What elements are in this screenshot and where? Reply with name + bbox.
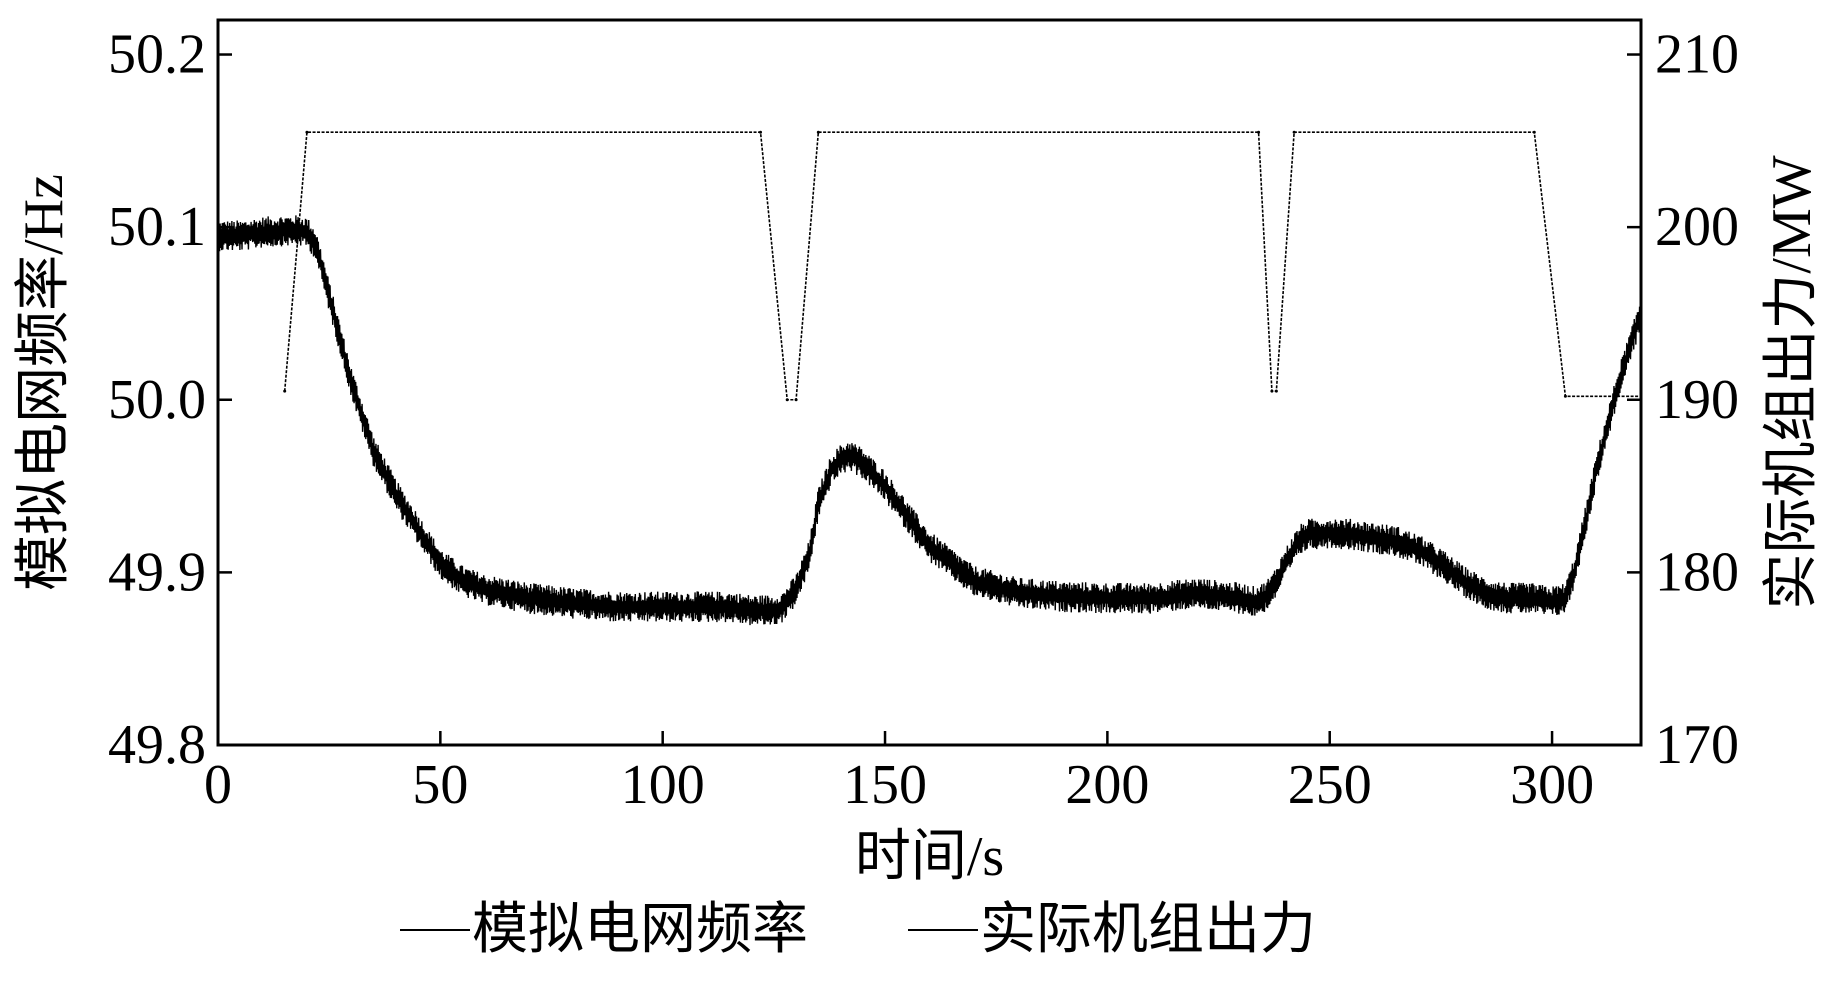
ticks-layer: 0 50 100 150 200 250 300 49.8 49.9 50.0 50.1 50.2 17… xyxy=(108,24,1739,816)
output-point xyxy=(1292,130,1296,134)
output-point xyxy=(794,398,798,402)
output-point xyxy=(283,389,287,393)
output-point xyxy=(1532,130,1536,134)
y-left-tick-label: 49.9 xyxy=(108,541,206,603)
x-tick-label: 100 xyxy=(621,754,705,816)
x-tick-label: 250 xyxy=(1288,754,1372,816)
x-tick-label: 0 xyxy=(204,754,232,816)
y-right-tick-label: 170 xyxy=(1655,714,1739,776)
x-tick-label: 200 xyxy=(1065,754,1149,816)
y-left-tick-label: 49.8 xyxy=(108,714,206,776)
series-output-line xyxy=(283,131,1641,401)
y-left-tick-label: 50.1 xyxy=(108,196,206,258)
output-point xyxy=(305,130,309,134)
y-right-tick-label: 190 xyxy=(1655,369,1739,431)
output-point xyxy=(759,130,763,134)
legend-label-frequency: 模拟电网频率 xyxy=(472,899,808,961)
legend-label-output: 实际机组出力 xyxy=(980,899,1316,961)
x-tick-label: 300 xyxy=(1510,754,1594,816)
y-right-tick-label: 200 xyxy=(1655,196,1739,258)
y-right-tick-label: 180 xyxy=(1655,541,1739,603)
output-point xyxy=(1274,389,1278,393)
y-right-axis-title: 实际机组出力/MW xyxy=(1761,155,1823,609)
legend: 模拟电网频率 实际机组出力 xyxy=(400,899,1316,961)
y-right-tick-label: 210 xyxy=(1655,24,1739,86)
plot-area-frame xyxy=(216,18,1643,747)
x-tick-label: 150 xyxy=(843,754,927,816)
series-layer xyxy=(217,130,1643,626)
axes-layer xyxy=(216,18,1643,747)
x-tick-label: 50 xyxy=(412,754,468,816)
y-left-tick-label: 50.0 xyxy=(108,369,206,431)
series-frequency-line xyxy=(217,215,1642,626)
output-point xyxy=(785,398,789,402)
x-axis-title: 时间/s xyxy=(855,826,1004,888)
output-point xyxy=(816,130,820,134)
output-point xyxy=(1270,389,1274,393)
y-left-axis-title: 模拟电网频率/Hz xyxy=(13,174,75,591)
output-point xyxy=(1563,394,1567,398)
output-point xyxy=(1257,130,1261,134)
y-left-tick-label: 50.2 xyxy=(108,24,206,86)
